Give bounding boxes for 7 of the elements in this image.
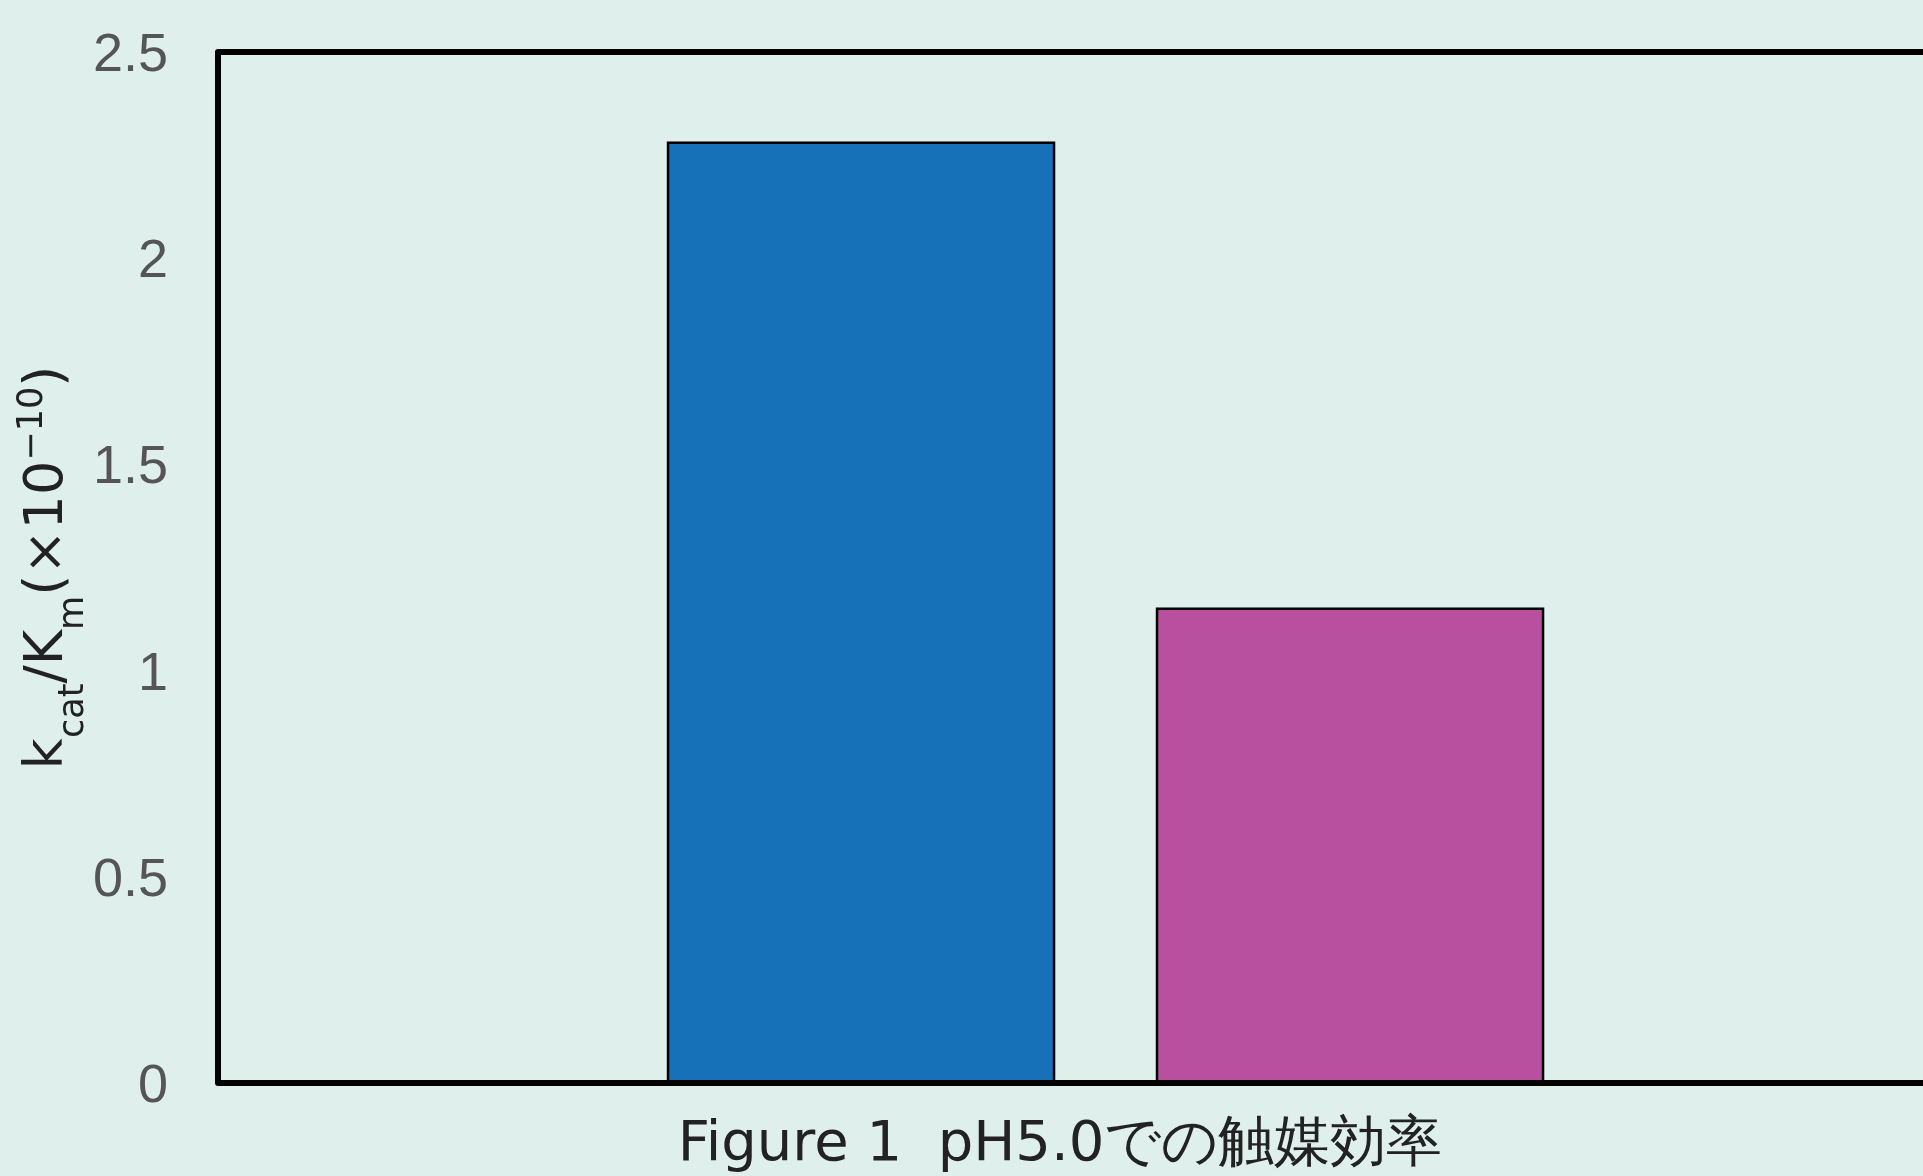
- y-tick-label: 2: [137, 228, 168, 289]
- y-tick-label: 0: [137, 1053, 168, 1113]
- caption: Figure 1 pH5.0での触媒効率: [677, 1108, 1443, 1173]
- y-tick-label: 1.5: [92, 434, 168, 495]
- y-tick-label: 0.5: [92, 846, 168, 907]
- y-tick-label: 1: [137, 640, 168, 701]
- y-tick-label: 2.5: [92, 22, 168, 82]
